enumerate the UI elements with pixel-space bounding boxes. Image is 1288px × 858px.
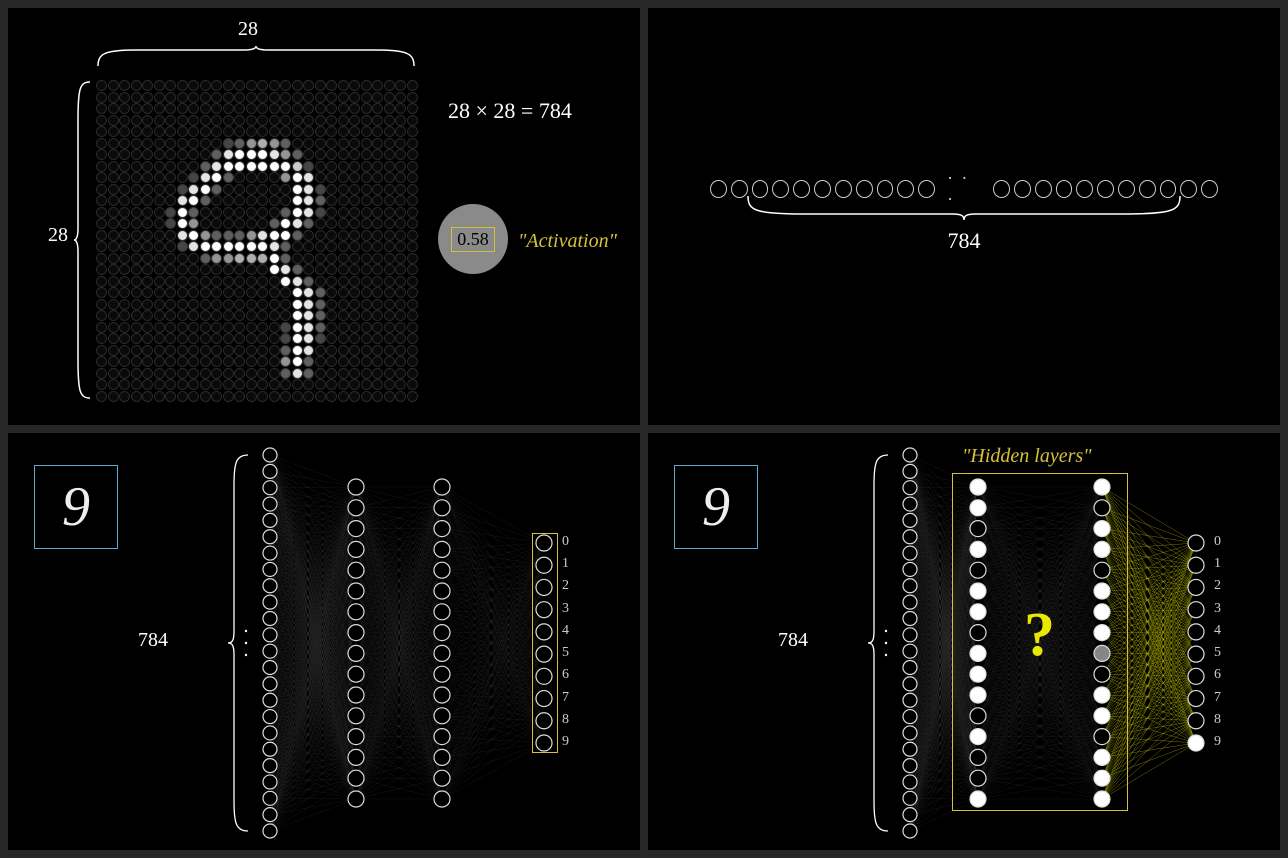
pixel-grid	[96, 80, 418, 402]
question-mark: ?	[1024, 600, 1055, 671]
neuron-circle: 0.58	[438, 204, 508, 274]
grid-width-label: 28	[238, 18, 258, 41]
activation-label: "Activation"	[518, 230, 617, 253]
row-brace	[744, 194, 1184, 222]
top-brace	[96, 46, 416, 68]
panel-network-hidden: 9 784 "Hidden layers" ? 0123456789	[648, 433, 1280, 850]
panel-pixel-grid: 28 28 28 × 28 = 784 0.58 "Activation"	[8, 8, 640, 425]
panel-flattened-row: · · · 784	[648, 8, 1280, 425]
panel-network-plain: 9 784 0123456789	[8, 433, 640, 850]
left-brace	[74, 80, 92, 400]
dimension-equation: 28 × 28 = 784	[448, 98, 572, 124]
output-box	[532, 533, 558, 753]
neuron-value: 0.58	[451, 227, 495, 252]
grid-height-label: 28	[48, 224, 68, 247]
row-count-label: 784	[948, 228, 981, 254]
